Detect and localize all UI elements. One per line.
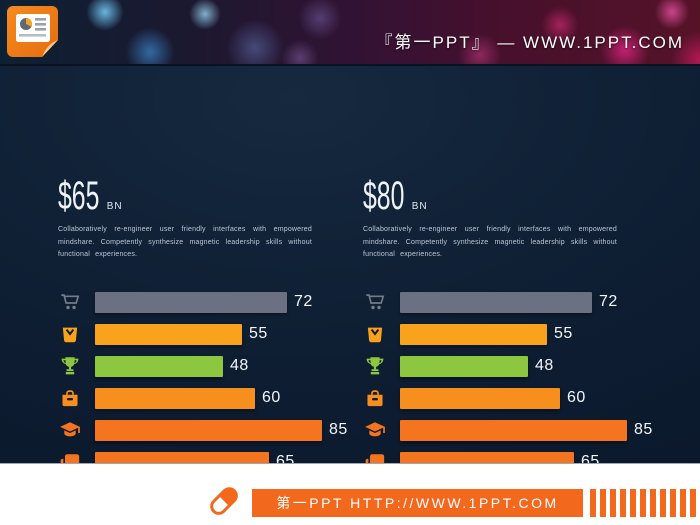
footer-bar: 第一PPT HTTP://WWW.1PPT.COM xyxy=(0,463,700,525)
bar-row: 60 xyxy=(58,387,350,409)
bar xyxy=(95,387,255,409)
footer-stripe xyxy=(610,489,616,517)
bar xyxy=(95,291,287,313)
footer-stripe xyxy=(600,489,606,517)
bar-value: 60 xyxy=(567,389,586,407)
bar xyxy=(95,323,242,345)
bar-value: 85 xyxy=(634,421,653,439)
bar-value: 55 xyxy=(249,325,268,343)
trophy-icon xyxy=(363,355,387,377)
bar-value: 48 xyxy=(230,357,249,375)
graduation-cap-icon xyxy=(58,419,82,441)
graduation-cap-icon xyxy=(363,419,387,441)
site-url-banner: 第一PPT HTTP://WWW.1PPT.COM xyxy=(252,489,583,517)
bar xyxy=(95,419,322,441)
footer-stripe xyxy=(680,489,686,517)
bar-value: 85 xyxy=(329,421,348,439)
bar-value: 55 xyxy=(554,325,573,343)
footer-stripe xyxy=(590,489,596,517)
toolbox-icon xyxy=(58,387,82,409)
shopping-bag-icon xyxy=(58,323,82,345)
bar-row: 48 xyxy=(58,355,350,377)
bar-row: 55 xyxy=(363,323,655,345)
bar-row: 55 xyxy=(58,323,350,345)
bar xyxy=(400,323,547,345)
powerpoint-document-icon xyxy=(6,5,59,58)
chart-panel-left: $65 BN Collaboratively re-engineer user … xyxy=(58,174,350,484)
bar xyxy=(400,355,528,377)
footer-stripe xyxy=(650,489,656,517)
trophy-icon xyxy=(58,355,82,377)
footer-stripe xyxy=(670,489,676,517)
bar xyxy=(400,419,627,441)
brand-text: 『第一PPT』 — WWW.1PPT.COM xyxy=(375,33,684,52)
slide-body: $65 BN Collaboratively re-engineer user … xyxy=(0,66,700,473)
bar xyxy=(95,355,223,377)
footer-stripes xyxy=(590,489,700,517)
bar-value: 48 xyxy=(535,357,554,375)
bar-row: 60 xyxy=(363,387,655,409)
panel-amount-unit: BN xyxy=(106,201,123,212)
bar-value: 72 xyxy=(294,293,313,311)
footer-stripe xyxy=(690,489,696,517)
bar-row: 72 xyxy=(363,291,655,313)
bar-value: 60 xyxy=(262,389,281,407)
footer-stripe xyxy=(630,489,636,517)
panel-amount: $80 xyxy=(363,174,405,218)
panel-amount-unit: BN xyxy=(411,201,428,212)
bar-rows: 72 55 48 60 85 65 xyxy=(363,291,655,473)
bar-row: 85 xyxy=(363,419,655,441)
bar-row: 48 xyxy=(363,355,655,377)
toolbox-icon xyxy=(363,387,387,409)
panel-amount: $65 xyxy=(58,174,100,218)
header-banner: 『第一PPT』 — WWW.1PPT.COM xyxy=(0,0,700,66)
panel-description: Collaboratively re-engineer user friendl… xyxy=(58,226,312,259)
footer-stripe xyxy=(640,489,646,517)
pill-icon xyxy=(204,481,244,521)
bar-value: 72 xyxy=(599,293,618,311)
bar xyxy=(400,387,560,409)
bar-row: 72 xyxy=(58,291,350,313)
panel-description: Collaboratively re-engineer user friendl… xyxy=(363,226,617,259)
shopping-bag-icon xyxy=(363,323,387,345)
shopping-cart-icon xyxy=(58,291,82,313)
bar-rows: 72 55 48 60 85 65 xyxy=(58,291,350,473)
chart-panel-right: $80 BN Collaboratively re-engineer user … xyxy=(363,174,655,484)
shopping-cart-icon xyxy=(363,291,387,313)
bar xyxy=(400,291,592,313)
footer-stripe xyxy=(660,489,666,517)
footer-stripe xyxy=(620,489,626,517)
bar-row: 85 xyxy=(58,419,350,441)
